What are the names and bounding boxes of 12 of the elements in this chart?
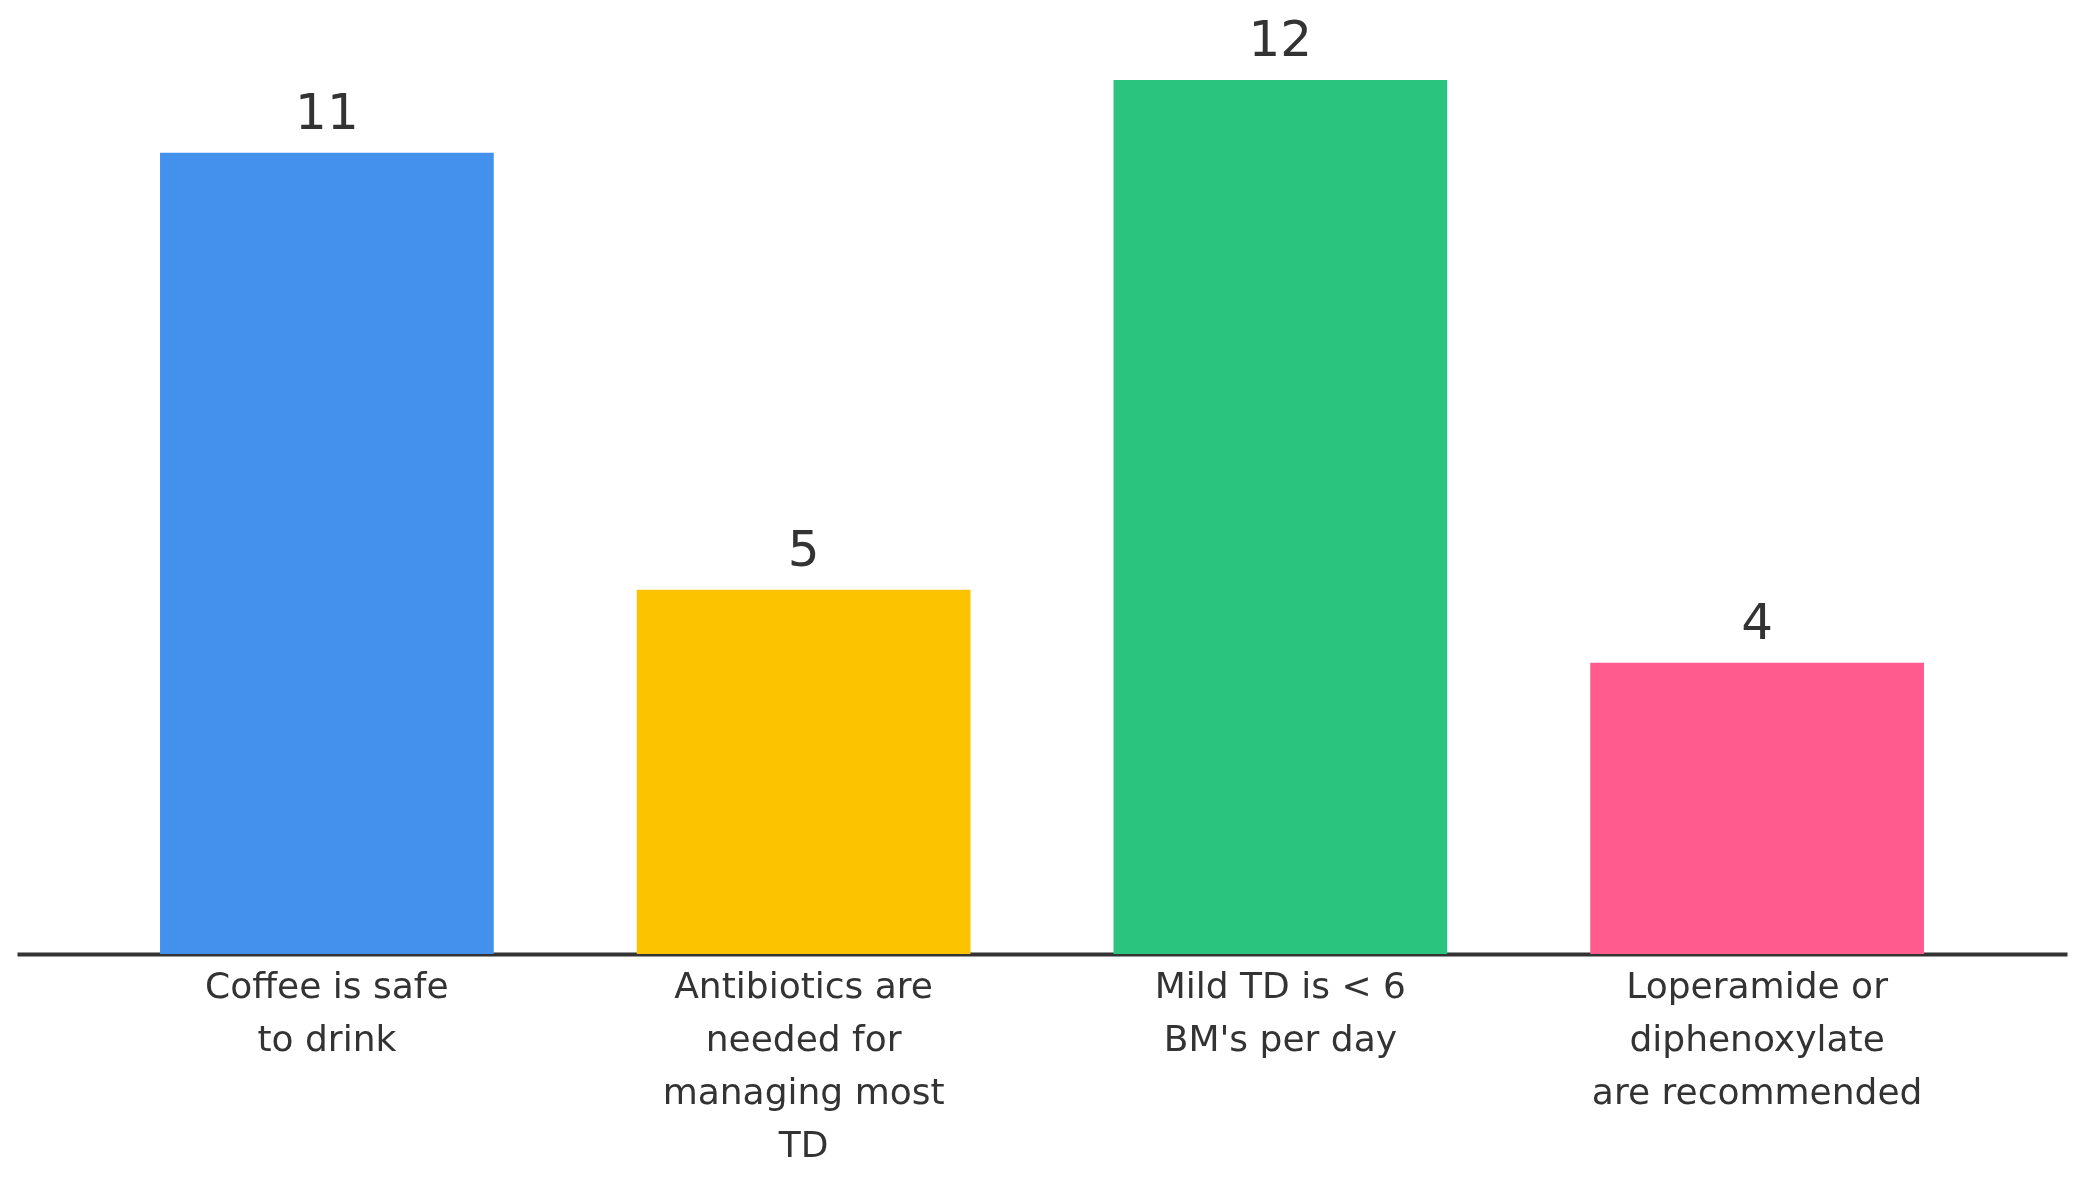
data-label: 12 [1248,10,1313,68]
data-label: 4 [1741,592,1774,651]
bar [636,589,971,954]
x-tick-label: Loperamide or diphenoxylate are recommended [1591,965,1923,1112]
data-label: 5 [787,519,820,578]
x-tick-label: Coffee is safe to drink [205,965,449,1059]
data-label: 11 [295,82,359,141]
bar [1590,662,1924,954]
bar [1113,80,1448,954]
x-tick-label: Mild TD is < 6 BM's per day [1154,965,1406,1059]
x-tick-label: Antibiotics are needed for managing most TD [662,965,945,1165]
bar [160,152,494,954]
